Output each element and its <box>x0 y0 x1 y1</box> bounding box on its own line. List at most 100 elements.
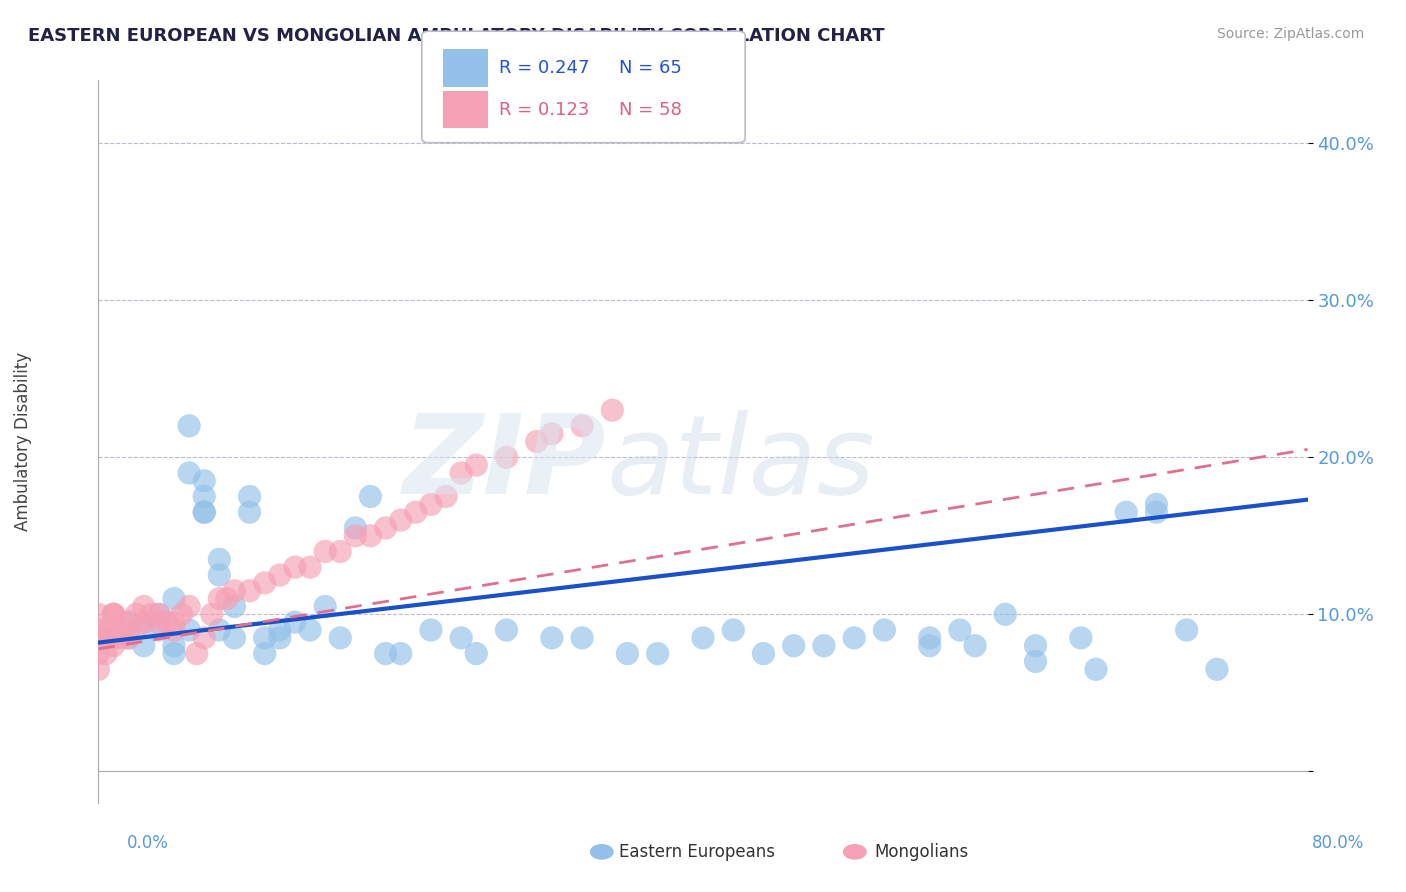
Point <box>118 615 141 630</box>
Point <box>87 623 110 637</box>
Point <box>314 544 336 558</box>
Point <box>465 458 488 472</box>
Point <box>208 568 231 582</box>
Point <box>253 647 276 661</box>
Point <box>208 552 231 566</box>
Point <box>783 639 806 653</box>
Point <box>163 647 186 661</box>
Point <box>374 521 396 535</box>
Point <box>918 631 941 645</box>
Text: Eastern Europeans: Eastern Europeans <box>619 843 775 861</box>
Point <box>224 583 246 598</box>
Point <box>813 639 835 653</box>
Point <box>374 647 396 661</box>
Text: ZIP: ZIP <box>402 409 606 516</box>
Point <box>526 434 548 449</box>
Point <box>450 466 472 480</box>
Point <box>103 639 125 653</box>
Point <box>450 631 472 645</box>
Point <box>571 418 593 433</box>
Point <box>239 490 262 504</box>
Point <box>965 639 987 653</box>
Point <box>132 639 155 653</box>
Point <box>465 647 488 661</box>
Point <box>87 623 110 637</box>
Point <box>193 505 215 519</box>
Point <box>314 599 336 614</box>
Point <box>87 607 110 622</box>
Point <box>103 631 125 645</box>
Point <box>723 623 745 637</box>
Point <box>1175 623 1198 637</box>
Point <box>155 615 177 630</box>
Point <box>994 607 1017 622</box>
Point <box>125 623 148 637</box>
Text: 80.0%: 80.0% <box>1312 834 1364 852</box>
Point <box>269 623 291 637</box>
Point <box>420 623 443 637</box>
Point <box>239 583 262 598</box>
Point <box>1085 662 1108 676</box>
Point <box>844 631 866 645</box>
Point <box>118 631 141 645</box>
Point <box>148 615 170 630</box>
Point <box>1144 505 1167 519</box>
Point <box>163 615 186 630</box>
Point <box>949 623 972 637</box>
Point <box>344 521 367 535</box>
Point <box>540 426 562 441</box>
Point <box>269 568 291 582</box>
Point <box>132 615 155 630</box>
Text: R = 0.247: R = 0.247 <box>499 59 589 77</box>
Point <box>360 490 382 504</box>
Text: Ambulatory Disability: Ambulatory Disability <box>14 352 32 531</box>
Point <box>163 623 186 637</box>
Point <box>118 615 141 630</box>
Point <box>215 591 238 606</box>
Point <box>103 607 125 622</box>
Point <box>540 631 562 645</box>
Point <box>201 607 224 622</box>
Point <box>647 647 669 661</box>
Point <box>1206 662 1229 676</box>
Point <box>179 466 201 480</box>
Point <box>110 631 132 645</box>
Point <box>873 623 896 637</box>
Point <box>186 647 208 661</box>
Point <box>179 623 201 637</box>
Point <box>148 623 170 637</box>
Point <box>329 631 352 645</box>
Text: N = 58: N = 58 <box>619 101 682 119</box>
Point <box>125 607 148 622</box>
Point <box>1070 631 1092 645</box>
Point <box>1144 497 1167 511</box>
Point <box>87 631 110 645</box>
Point <box>193 631 215 645</box>
Point <box>752 647 775 661</box>
Point <box>103 607 125 622</box>
Point <box>110 623 132 637</box>
Point <box>692 631 714 645</box>
Point <box>94 647 117 661</box>
Point <box>284 615 307 630</box>
Point <box>420 497 443 511</box>
Point <box>87 631 110 645</box>
Point <box>495 450 517 465</box>
Point <box>329 544 352 558</box>
Point <box>1024 655 1046 669</box>
Point <box>405 505 427 519</box>
Point <box>224 631 246 645</box>
Point <box>253 631 276 645</box>
Text: atlas: atlas <box>606 409 875 516</box>
Point <box>299 560 322 574</box>
Point <box>87 647 110 661</box>
Point <box>94 631 117 645</box>
Point <box>148 607 170 622</box>
Text: 0.0%: 0.0% <box>127 834 169 852</box>
Point <box>132 599 155 614</box>
Point <box>118 631 141 645</box>
Text: Source: ZipAtlas.com: Source: ZipAtlas.com <box>1216 27 1364 41</box>
Point <box>170 607 193 622</box>
Point <box>224 599 246 614</box>
Point <box>179 599 201 614</box>
